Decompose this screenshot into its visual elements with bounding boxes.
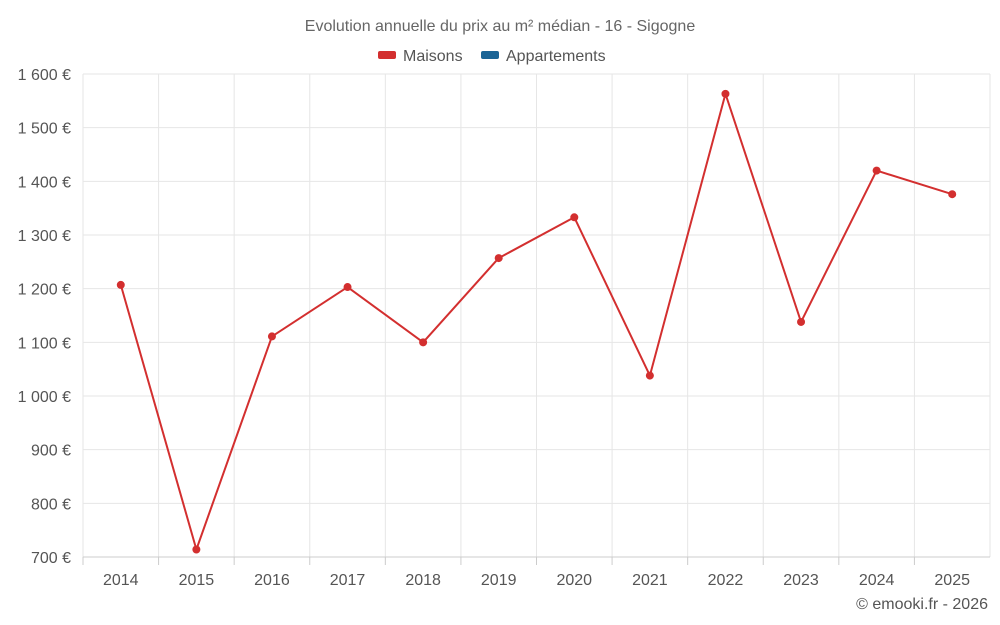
legend-swatch-maisons — [378, 51, 396, 59]
data-point[interactable] — [494, 254, 503, 263]
data-point[interactable] — [948, 190, 957, 199]
x-tick-label: 2018 — [405, 572, 441, 589]
chart-title: Evolution annuelle du prix au m² médian … — [305, 18, 696, 35]
x-tick-label: 2016 — [254, 572, 290, 589]
series — [116, 89, 957, 554]
y-tick-label: 1 000 € — [18, 389, 71, 406]
y-axis: 700 € 800 € 900 € 1 000 € 1 100 € 1 200 € 1 30… — [18, 67, 71, 567]
legend: Maisons Appartements — [378, 48, 606, 65]
x-tick-label: 2020 — [556, 572, 592, 589]
credit-text: © emooki.fr - 2026 — [856, 596, 988, 613]
data-point[interactable] — [570, 213, 579, 222]
x-tick-label: 2023 — [783, 572, 819, 589]
y-tick-label: 1 100 € — [18, 335, 71, 352]
data-point[interactable] — [645, 371, 654, 380]
y-tick-label: 700 € — [31, 550, 71, 567]
y-tick-label: 1 200 € — [18, 282, 71, 299]
x-tick-label: 2019 — [481, 572, 517, 589]
legend-swatch-appartements — [481, 51, 499, 59]
x-tick-label: 2024 — [859, 572, 895, 589]
data-point[interactable] — [192, 545, 201, 554]
x-tick-label: 2021 — [632, 572, 668, 589]
y-tick-label: 800 € — [31, 496, 71, 513]
y-tick-label: 1 400 € — [18, 174, 71, 191]
y-tick-label: 1 300 € — [18, 228, 71, 245]
y-tick-label: 900 € — [31, 443, 71, 460]
data-point[interactable] — [721, 89, 730, 98]
data-point[interactable] — [343, 283, 352, 292]
data-point[interactable] — [116, 280, 125, 289]
legend-item-appartements[interactable]: Appartements — [506, 48, 606, 65]
data-point[interactable] — [797, 317, 806, 326]
x-tick-label: 2017 — [330, 572, 366, 589]
data-point[interactable] — [267, 332, 276, 341]
x-tick-label: 2022 — [708, 572, 744, 589]
data-point[interactable] — [419, 338, 428, 347]
x-tick-label: 2025 — [934, 572, 970, 589]
data-point[interactable] — [872, 166, 881, 175]
y-tick-label: 1 500 € — [18, 121, 71, 138]
series-line-maisons — [119, 92, 953, 551]
legend-item-maisons[interactable]: Maisons — [403, 48, 463, 65]
x-axis: 2014 2015 2016 2017 2018 2019 2020 2021 2022 2023… — [82, 556, 990, 589]
x-tick-label: 2015 — [179, 572, 215, 589]
grid — [82, 73, 991, 558]
y-tick-label: 1 600 € — [18, 67, 71, 84]
x-tick-label: 2014 — [103, 572, 139, 589]
